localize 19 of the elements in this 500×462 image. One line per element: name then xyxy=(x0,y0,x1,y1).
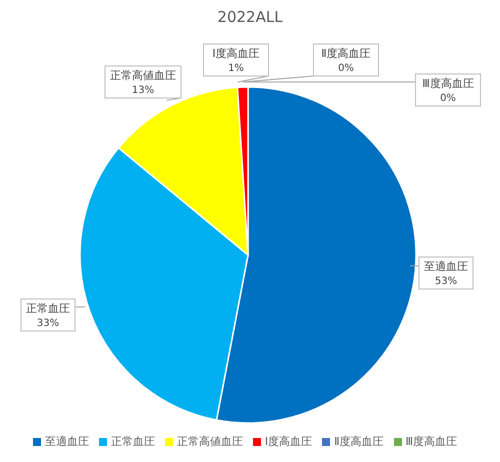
chart-title: 2022ALL xyxy=(216,8,284,28)
slice-label: Ⅰ度高血圧 xyxy=(212,47,260,60)
slice-label: 正常高値血圧 xyxy=(110,69,176,82)
data-label: 1% xyxy=(228,63,244,74)
legend-label: Ⅰ度高血圧 xyxy=(264,435,312,448)
data-label: 13% xyxy=(132,85,154,96)
legend-label: Ⅲ度高血圧 xyxy=(406,435,458,448)
text: 0% xyxy=(440,93,456,104)
category-label: Ⅲ度高血圧 xyxy=(422,77,474,90)
slice-label: 正常血圧 xyxy=(26,302,70,315)
data-label: 53% xyxy=(434,276,458,287)
legend-label: 正常高値血圧 xyxy=(176,435,243,448)
data-label: 33% xyxy=(36,318,60,329)
legend-label: Ⅱ度高血圧 xyxy=(334,435,384,448)
legend-label: 正常血圧 xyxy=(110,435,155,448)
legend-label: 至適血圧 xyxy=(44,435,89,448)
slice-label: 至適血圧 xyxy=(424,260,468,273)
text: 0% xyxy=(338,63,354,74)
category-label: Ⅱ度高血圧 xyxy=(321,47,371,60)
